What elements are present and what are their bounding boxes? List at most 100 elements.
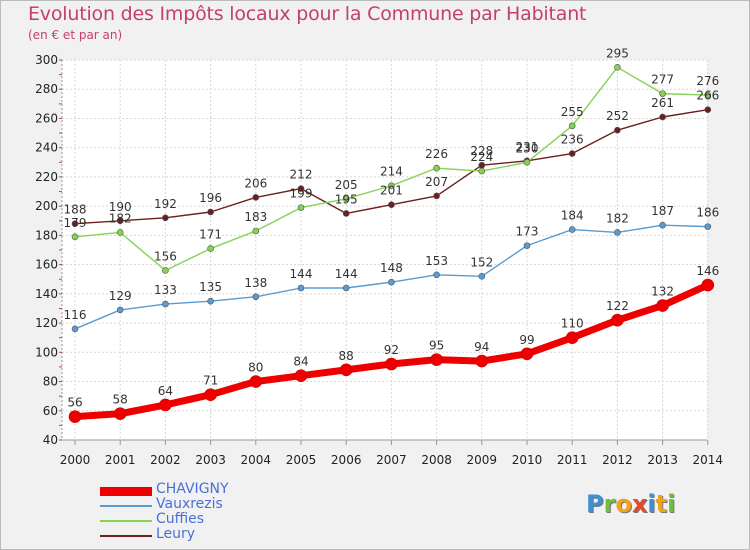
data-point <box>252 194 260 201</box>
data-point <box>342 210 350 217</box>
x-tick-label: 2014 <box>693 453 724 467</box>
data-point <box>659 113 666 121</box>
y-tick-label: 300 <box>35 53 58 67</box>
data-point <box>297 204 305 211</box>
legend-swatch <box>100 505 152 507</box>
data-point <box>523 159 531 166</box>
data-label: 226 <box>425 147 448 161</box>
y-tick-label: 100 <box>35 345 58 359</box>
data-label: 183 <box>244 210 267 224</box>
data-point <box>659 221 666 229</box>
data-label: 56 <box>67 396 82 410</box>
legend-label: CHAVIGNY <box>156 481 229 497</box>
data-point <box>252 227 260 235</box>
x-tick-label: 2008 <box>421 453 452 467</box>
y-tick-label: 180 <box>35 228 58 242</box>
data-point <box>388 201 395 208</box>
data-label: 179 <box>64 216 87 230</box>
data-label: 144 <box>290 267 313 281</box>
data-label: 153 <box>425 254 448 268</box>
data-point <box>704 91 712 99</box>
data-point <box>614 126 621 134</box>
data-point <box>568 122 576 130</box>
data-point <box>614 229 621 236</box>
data-point <box>568 150 576 157</box>
data-point <box>704 106 712 113</box>
data-point <box>520 347 534 361</box>
data-label: 129 <box>109 289 132 303</box>
data-point <box>433 164 440 172</box>
chart-subtitle: (en € et par an) <box>28 28 123 42</box>
data-point <box>297 284 305 292</box>
data-point <box>475 354 489 368</box>
y-tick-label: 40 <box>43 433 58 447</box>
data-point <box>659 90 666 97</box>
data-point <box>478 273 486 280</box>
data-point <box>568 226 576 233</box>
data-point <box>433 192 440 200</box>
data-label: 152 <box>470 255 493 269</box>
data-label: 188 <box>64 203 87 217</box>
y-tick-label: 280 <box>35 82 58 96</box>
data-point <box>68 410 82 423</box>
data-label: 212 <box>290 168 313 182</box>
legend-swatch <box>100 535 152 537</box>
data-point <box>116 306 124 314</box>
data-point <box>162 214 169 222</box>
data-label: 171 <box>199 228 222 242</box>
data-label: 132 <box>651 285 674 299</box>
data-point <box>207 208 214 216</box>
data-label: 184 <box>561 209 584 223</box>
data-label: 231 <box>516 140 539 154</box>
y-tick-label: 200 <box>35 199 58 213</box>
x-tick-label: 2010 <box>512 453 543 467</box>
y-tick-label: 120 <box>35 316 58 330</box>
data-label: 133 <box>154 283 177 297</box>
data-label: 261 <box>651 96 674 110</box>
data-label: 110 <box>561 317 584 331</box>
data-label: 148 <box>380 261 403 275</box>
data-label: 71 <box>203 374 218 388</box>
x-tick-label: 2001 <box>105 453 136 467</box>
data-label: 156 <box>154 249 177 263</box>
data-point <box>523 242 531 249</box>
data-point <box>204 388 217 401</box>
data-label: 230 <box>516 141 539 155</box>
data-label: 255 <box>561 105 584 119</box>
data-label: 173 <box>516 225 539 239</box>
data-label: 135 <box>199 280 222 294</box>
data-point <box>388 278 395 286</box>
data-label: 58 <box>113 393 128 407</box>
legend-label: Leury <box>156 526 196 542</box>
x-tick-label: 2005 <box>286 453 317 467</box>
data-label: 64 <box>158 384 173 398</box>
data-label: 295 <box>606 46 629 60</box>
data-point <box>342 284 350 292</box>
data-label: 146 <box>696 264 719 278</box>
data-label: 192 <box>154 197 177 211</box>
legend-swatch <box>100 520 152 522</box>
data-label: 92 <box>384 343 399 357</box>
data-label: 84 <box>293 355 308 369</box>
data-point <box>565 331 579 344</box>
data-point <box>71 220 79 227</box>
data-label: 94 <box>474 340 489 354</box>
data-label: 144 <box>335 267 358 281</box>
x-tick-label: 2011 <box>557 453 588 467</box>
data-point <box>614 64 621 71</box>
data-point <box>297 185 305 192</box>
data-point <box>385 357 398 371</box>
data-point <box>116 217 124 225</box>
legend-label: Vauxrezis <box>156 496 223 512</box>
y-tick-label: 240 <box>35 141 58 155</box>
data-label: 116 <box>64 308 87 322</box>
y-tick-label: 160 <box>35 258 58 272</box>
data-point <box>113 407 127 420</box>
x-tick-label: 2012 <box>602 453 633 467</box>
data-point <box>207 245 214 252</box>
data-label: 99 <box>519 333 534 347</box>
data-label: 95 <box>429 339 444 353</box>
x-tick-label: 2007 <box>376 453 407 467</box>
y-tick-label: 260 <box>35 111 58 125</box>
